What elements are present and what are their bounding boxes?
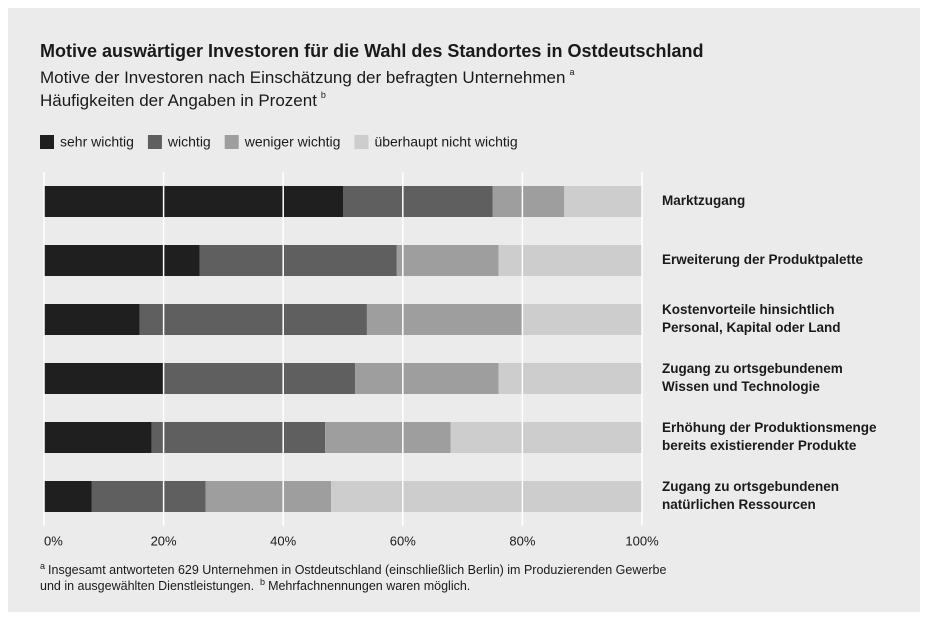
legend-swatch [147, 135, 162, 149]
bar-segment [44, 186, 343, 217]
bar-segment [44, 304, 140, 335]
bar-segment [331, 481, 642, 512]
subtitle-line: Häufigkeiten der Angaben in Prozent [40, 91, 317, 110]
x-tick-label: 20% [151, 533, 177, 548]
bar-segment [366, 304, 523, 335]
legend-swatch [224, 135, 239, 149]
x-tick-label: 80% [509, 533, 535, 548]
legend-swatch [40, 135, 54, 149]
bar-segment [139, 304, 367, 335]
x-tick-label: 100% [625, 533, 659, 548]
footnote-text: Mehrfachnennungen waren möglich. [268, 579, 470, 593]
chart-title: Motive auswärtiger Investoren für die Wa… [40, 41, 703, 61]
bar-segment [205, 481, 332, 512]
subtitle-line: Motive der Investoren nach Einschätzung … [40, 68, 565, 87]
category-label: Zugang zu ortsgebundenem [662, 361, 843, 376]
category-label: Wissen und Technologie [662, 379, 820, 394]
category-label: natürlichen Ressourcen [662, 497, 816, 512]
footnote-marker: a [40, 561, 45, 571]
category-label: Erweiterung der Produktpalette [662, 252, 864, 267]
bar-segment [522, 304, 642, 335]
bar-segment [91, 481, 206, 512]
bar-segment [325, 422, 451, 453]
footnote: und in ausgewählten Dienstleistungen. b Me… [40, 577, 470, 593]
bar-segment [199, 245, 397, 276]
legend-label: weniger wichtig [244, 134, 341, 150]
bar-segment [163, 363, 355, 394]
bar-segment [492, 186, 565, 217]
x-tick-label: 60% [390, 533, 416, 548]
bar-segment [564, 186, 642, 217]
bar-segment [44, 481, 92, 512]
bar-segment [343, 186, 493, 217]
footnote-text: und in ausgewählten Dienstleistungen. [40, 579, 254, 593]
category-label: Zugang zu ortsgebundenen [662, 479, 839, 494]
legend-label: wichtig [167, 134, 211, 150]
category-label: bereits existierender Produkte [662, 438, 857, 453]
bar-segment [354, 363, 499, 394]
category-label: Kostenvorteile hinsichtlich [662, 302, 835, 317]
subtitle-marker: a [569, 67, 574, 77]
legend-label: sehr wichtig [60, 134, 134, 150]
bar-segment [450, 422, 642, 453]
category-label: Personal, Kapital oder Land [662, 320, 841, 335]
subtitle-marker: b [321, 90, 326, 100]
bar-segment [498, 245, 642, 276]
chart-subtitle: Motive der Investoren nach Einschätzung … [40, 67, 574, 87]
bar-segment [151, 422, 326, 453]
legend-label: überhaupt nicht wichtig [374, 134, 517, 150]
bar-segment [396, 245, 499, 276]
x-tick-label: 0% [44, 533, 63, 548]
category-label: Erhöhung der Produktionsmenge [662, 420, 877, 435]
chart-subtitle: Häufigkeiten der Angaben in Prozent b [40, 90, 326, 110]
footnote-marker: b [260, 577, 265, 587]
bar-segment [44, 245, 200, 276]
category-label: Marktzugang [662, 193, 745, 208]
bar-segment [44, 422, 152, 453]
bar-segment [498, 363, 642, 394]
footnote: a Insgesamt antworteten 629 Unternehmen i… [40, 561, 666, 577]
bar-segment [44, 363, 164, 394]
legend-swatch [354, 135, 369, 149]
footnote-text: Insgesamt antworteten 629 Unternehmen in… [48, 563, 666, 577]
x-tick-label: 40% [270, 533, 296, 548]
